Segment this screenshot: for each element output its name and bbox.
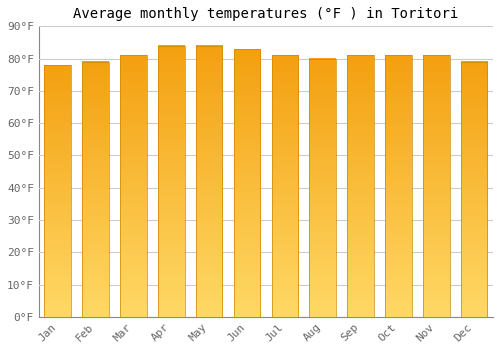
Title: Average monthly temperatures (°F ) in Toritori: Average monthly temperatures (°F ) in To… — [74, 7, 458, 21]
Bar — [423, 55, 450, 317]
Bar — [158, 46, 184, 317]
Bar — [348, 55, 374, 317]
Bar — [44, 65, 71, 317]
Bar — [310, 58, 336, 317]
Bar — [385, 55, 411, 317]
Bar — [461, 62, 487, 317]
Bar — [120, 55, 146, 317]
Bar — [82, 62, 109, 317]
Bar — [234, 49, 260, 317]
Bar — [196, 46, 222, 317]
Bar — [272, 55, 298, 317]
